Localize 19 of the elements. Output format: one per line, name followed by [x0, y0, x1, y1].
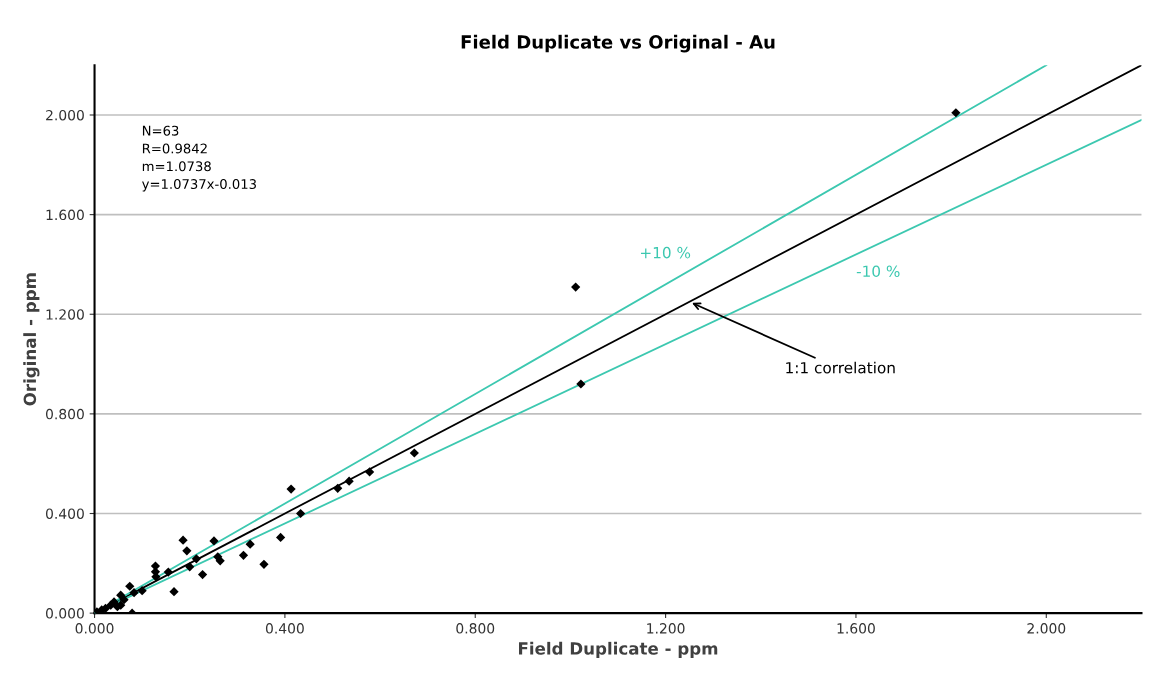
y-tick-label: 0.400: [45, 508, 84, 519]
y-axis-title: Original - ppm: [23, 273, 40, 406]
annotation: 1:1 correlation: [786, 361, 895, 374]
x-tick-label: 0.400: [265, 623, 304, 634]
y-tick-label: 0.800: [45, 408, 84, 420]
series-label: -10 %: [856, 265, 900, 278]
x-tick-label: 0.000: [75, 623, 114, 634]
chart-title: Field Duplicate vs Original - Au: [461, 34, 775, 53]
x-tick-label: 1.200: [647, 623, 685, 634]
series-label: +10 %: [641, 246, 691, 259]
y-tick-label: 2.000: [46, 109, 84, 121]
annotation: N=63 R=0.9842 m=1.0738 y=1.0737x-0.013: [142, 125, 256, 192]
x-tick-label: 0.800: [456, 623, 495, 634]
y-tick-label: 1.600: [46, 209, 84, 221]
x-tick-label: 2.000: [1027, 623, 1066, 634]
y-tick-label: 0.000: [45, 608, 84, 619]
y-tick-label: 1.200: [46, 309, 84, 320]
x-tick-label: 1.600: [837, 623, 875, 634]
x-axis-title: Field Duplicate - ppm: [519, 641, 718, 658]
